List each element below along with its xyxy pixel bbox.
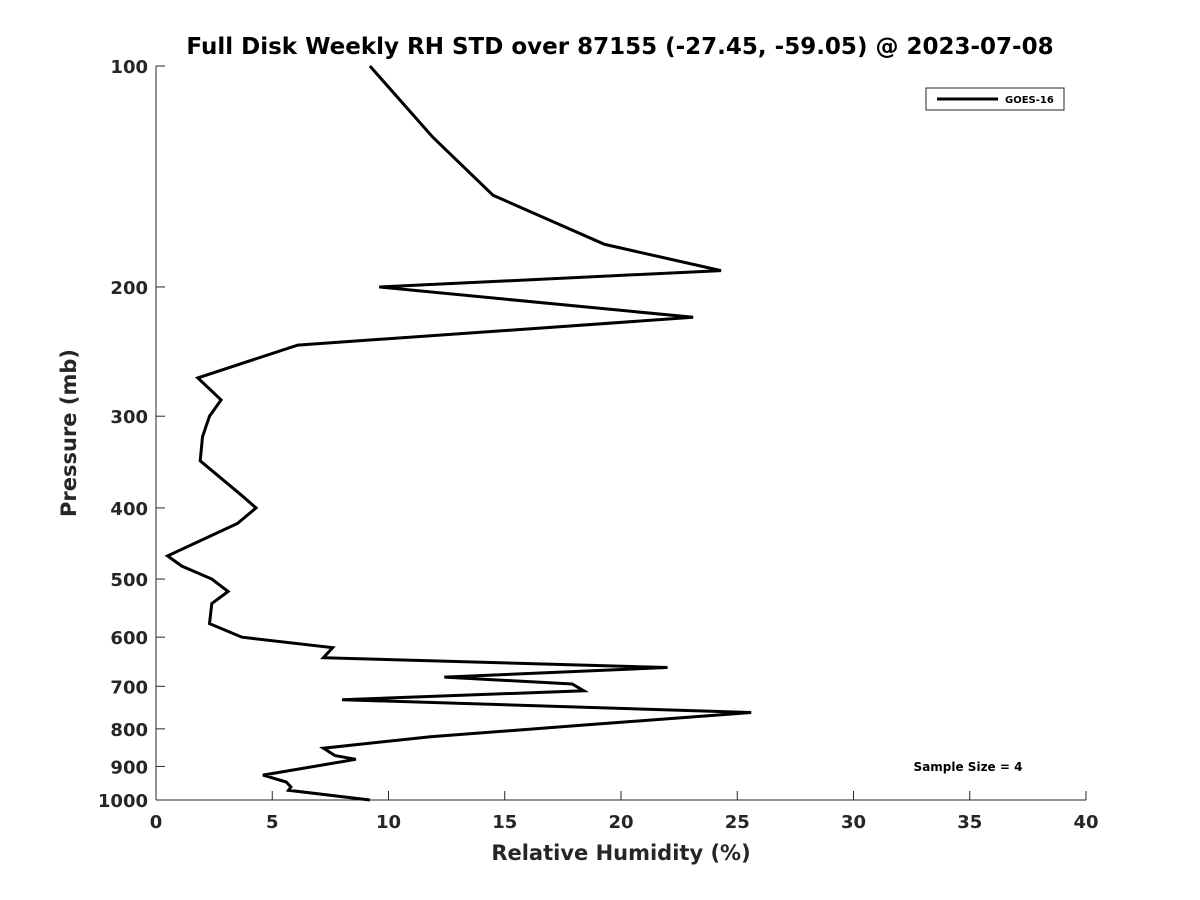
y-tick-label-600: 600 (110, 628, 148, 649)
x-tick-label-20: 20 (608, 812, 633, 833)
legend: GOES-16 (925, 87, 1065, 111)
x-tick-label-15: 15 (492, 812, 517, 833)
x-axis-label: Relative Humidity (%) (491, 841, 750, 865)
series-line-goes-16 (164, 65, 752, 802)
y-tick-label-900: 900 (110, 757, 148, 778)
sample-size-annotation: Sample Size = 4 (914, 760, 1023, 774)
x-tick-label-10: 10 (376, 812, 401, 833)
x-tick-label-25: 25 (725, 812, 750, 833)
x-ticks: 0 5 10 15 20 25 30 35 40 (150, 791, 1099, 833)
y-tick-label-1000: 1000 (98, 791, 148, 812)
y-tick-label-500: 500 (110, 570, 148, 591)
legend-label-goes-16: GOES-16 (1005, 95, 1054, 106)
x-tick-label-35: 35 (957, 812, 982, 833)
y-tick-label-400: 400 (110, 499, 148, 520)
y-ticks: 100 200 300 400 500 600 700 800 900 1000 (98, 57, 165, 812)
x-tick-label-5: 5 (266, 812, 279, 833)
x-tick-label-0: 0 (150, 812, 163, 833)
x-tick-label-30: 30 (841, 812, 866, 833)
y-tick-label-100: 100 (110, 57, 148, 78)
y-axis-label: Pressure (mb) (57, 349, 81, 517)
y-tick-label-300: 300 (110, 407, 148, 428)
x-tick-label-40: 40 (1073, 812, 1098, 833)
y-tick-label-200: 200 (110, 278, 148, 299)
axes (155, 66, 1086, 801)
y-tick-label-800: 800 (110, 720, 148, 741)
y-tick-label-700: 700 (110, 677, 148, 698)
series-group (164, 65, 752, 802)
chart-title: Full Disk Weekly RH STD over 87155 (-27.… (186, 34, 1053, 60)
